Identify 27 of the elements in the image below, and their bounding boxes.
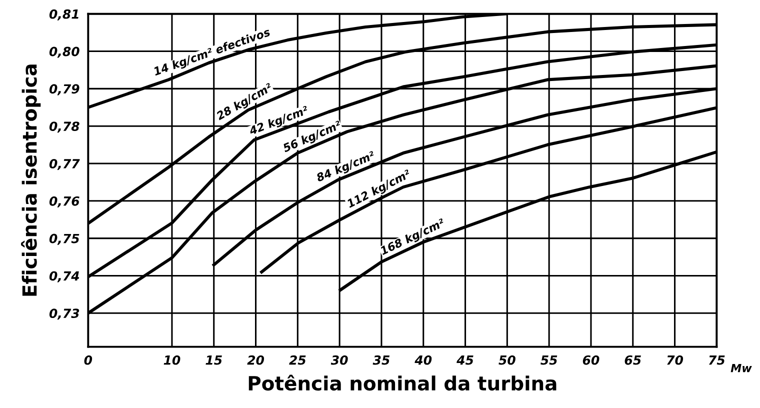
y-tick-label: 0,79 — [49, 84, 80, 96]
text: Mw — [730, 364, 752, 372]
x-tick-label: 60 — [582, 355, 600, 365]
x-tick-label: 40 — [414, 355, 432, 365]
y-tick-label: 0,80 — [49, 46, 80, 58]
x-tick-label: 20 — [247, 355, 264, 365]
y-tick-label: 0,78 — [49, 122, 80, 133]
y-axis-title: Eficiência isentropica — [21, 64, 41, 296]
x-tick-label: 10 — [164, 355, 180, 365]
y-tick-label: 0,77 — [49, 158, 80, 170]
x-tick-label: 75 — [708, 356, 725, 365]
y-tick-label: 0,81 — [49, 9, 78, 20]
x-tick-label: 30 — [330, 355, 348, 365]
x-tick-label: 70 — [667, 355, 684, 365]
x-tick-label: 15 — [206, 356, 222, 365]
y-tick-label: 0,74 — [49, 271, 80, 282]
y-tick-label: 0,76 — [49, 196, 80, 208]
x-tick-label: 50 — [498, 355, 516, 365]
x-tick-label: 45 — [456, 356, 474, 365]
x-axis-title: Potência nominal da turbina — [248, 374, 556, 391]
y-tick-label: 0,73 — [49, 308, 80, 320]
x-tick-label: 65 — [624, 355, 641, 365]
x-tick-label: 0 — [84, 355, 92, 365]
x-tick-label: 25 — [289, 355, 306, 365]
x-tick-label: 55 — [540, 356, 558, 365]
y-tick-label: 0,75 — [49, 234, 80, 245]
x-tick-label: 35 — [372, 355, 390, 365]
